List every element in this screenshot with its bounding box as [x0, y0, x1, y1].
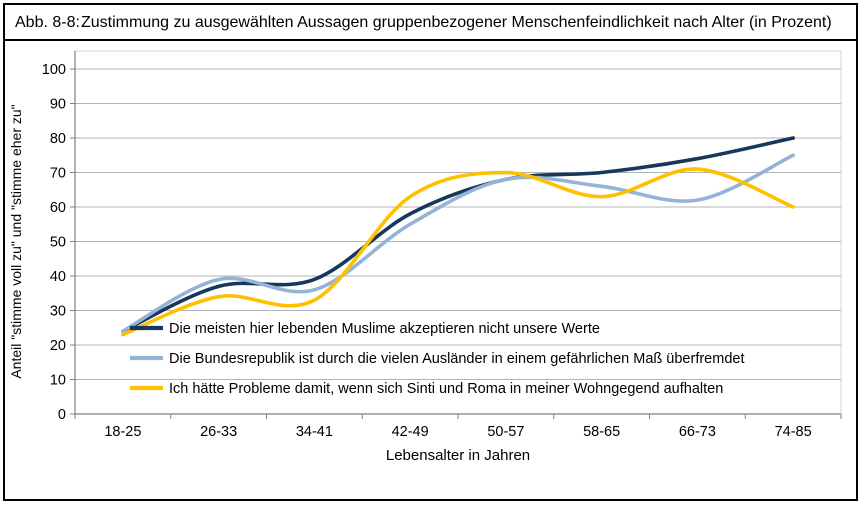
y-tick-label: 60	[50, 200, 66, 216]
figure-title-text: Zustimmung zu ausgewählten Aussagen grup…	[81, 14, 832, 31]
series-line-0	[121, 136, 795, 334]
series-line-1	[121, 153, 795, 334]
y-tick-label: 10	[50, 373, 66, 389]
legend-label-2: Ich hätte Probleme damit, wenn sich Sint…	[169, 381, 723, 397]
series-lines	[121, 136, 795, 337]
series-line-2	[121, 167, 795, 337]
y-tick-label: 50	[50, 235, 66, 251]
x-tick-label: 50-57	[487, 424, 524, 440]
y-tick-label: 70	[50, 166, 66, 182]
y-tick-label: 100	[42, 62, 66, 78]
x-tick-label: 58-65	[583, 424, 620, 440]
figure-title: Abb. 8-8: Zustimmung zu ausgewählten Aus…	[5, 5, 856, 42]
y-tick-label: 40	[50, 269, 66, 285]
y-axis-title: Anteil "stimme voll zu" und "stimme eher…	[8, 104, 24, 378]
y-tick-label: 90	[50, 97, 66, 113]
x-tick-label: 18-25	[104, 424, 141, 440]
y-tick-label: 80	[50, 131, 66, 147]
plot-border	[74, 50, 842, 415]
x-tick-label: 34-41	[296, 424, 333, 440]
x-axis-labels: 18-25 26-33 34-41 42-49 50-57 58-65 66-73 74-85	[104, 424, 811, 440]
legend: Die meisten hier lebenden Muslime akzept…	[130, 321, 744, 397]
x-axis-title: Lebensalter in Jahren	[386, 447, 530, 464]
y-tick-label: 20	[50, 338, 66, 354]
y-tick-label: 0	[58, 407, 66, 423]
x-tick-label: 26-33	[200, 424, 237, 440]
line-chart: 0 10 20 30 40 50 60 70 80 90 100 18-25 26-33 34-41 42-…	[8, 50, 842, 464]
figure-number: Abb. 8-8:	[15, 14, 80, 31]
legend-label-1: Die Bundesrepublik ist durch die vielen …	[169, 351, 744, 367]
chart-area: 0 10 20 30 40 50 60 70 80 90 100 18-25 26-33 34-41 42-…	[5, 41, 856, 482]
x-tick-label: 66-73	[679, 424, 716, 440]
x-tick-label: 42-49	[392, 424, 429, 440]
legend-label-0: Die meisten hier lebenden Muslime akzept…	[169, 321, 600, 337]
y-axis-labels: 0 10 20 30 40 50 60 70 80 90 100	[42, 62, 66, 423]
figure-box: Abb. 8-8: Zustimmung zu ausgewählten Aus…	[3, 3, 858, 501]
x-tick-label: 74-85	[775, 424, 812, 440]
y-tick-label: 30	[50, 304, 66, 320]
axes	[74, 51, 842, 420]
